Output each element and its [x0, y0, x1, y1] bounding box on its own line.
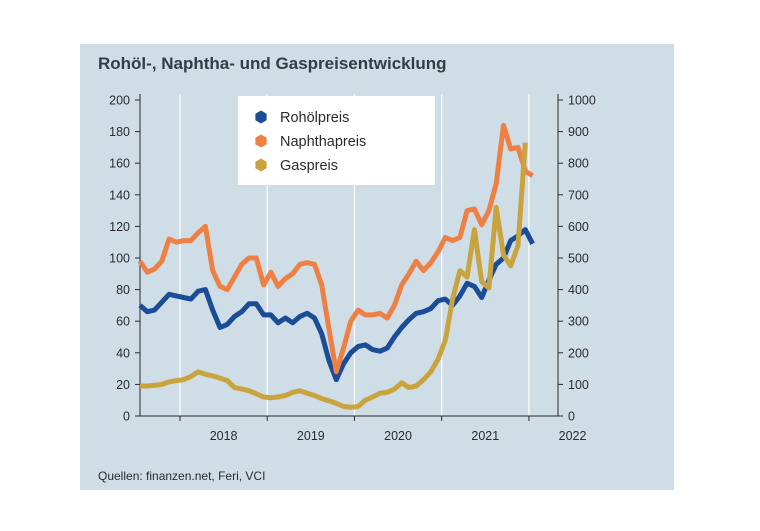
x-tick-label: 2018 — [210, 429, 238, 443]
right-tick-label: 900 — [568, 125, 589, 139]
right-tick-label: 500 — [568, 252, 589, 266]
series-line-rohölpreis — [138, 227, 535, 383]
left-tick-label: 20 — [116, 378, 130, 392]
right-tick-label: 100 — [568, 378, 589, 392]
legend-marker-gaspreis — [255, 158, 267, 172]
axes: 0 20 40 60 80 100 120 140 160 180 200 0 100 200 300 400… — [109, 94, 596, 444]
legend: Rohölpreis Naphthapreis Gaspreis — [238, 96, 435, 185]
right-tick-label: 200 — [568, 346, 589, 360]
left-tick-label: 60 — [116, 315, 130, 329]
legend-marker-naphthapreis — [255, 134, 267, 148]
left-tick-label: 120 — [109, 220, 130, 234]
legend-label-gaspreis: Gaspreis — [280, 158, 338, 174]
left-tick-label: 80 — [116, 283, 130, 297]
left-tick-label: 140 — [109, 188, 130, 202]
right-tick-label: 600 — [568, 220, 589, 234]
legend-box — [238, 96, 435, 185]
left-tick-label: 180 — [109, 125, 130, 139]
right-tick-label: 300 — [568, 315, 589, 329]
right-tick-label: 800 — [568, 157, 589, 171]
left-tick-label: 200 — [109, 94, 130, 108]
left-tick-label: 40 — [116, 346, 130, 360]
right-tick-label: 400 — [568, 283, 589, 297]
source-note: Quellen: finanzen.net, Feri, VCI — [98, 469, 265, 483]
legend-label-rohölpreis: Rohölpreis — [280, 110, 349, 126]
left-tick-label: 160 — [109, 157, 130, 171]
x-tick-label: 2019 — [297, 429, 325, 443]
legend-label-naphthapreis: Naphthapreis — [280, 134, 366, 150]
x-tick-label: 2022 — [559, 429, 587, 443]
x-tick-label: 2020 — [384, 429, 412, 443]
series-line-naphthapreis — [137, 122, 534, 375]
chart-panel: Rohöl-, Naphtha- und Gaspreisentwicklung… — [80, 44, 674, 490]
chart-title: Rohöl-, Naphtha- und Gaspreisentwicklung — [98, 54, 447, 73]
right-tick-label: 700 — [568, 188, 589, 202]
right-tick-label: 1000 — [568, 94, 596, 108]
line-chart: Rohöl-, Naphtha- und Gaspreisentwicklung… — [98, 54, 596, 483]
series-line-gaspreis — [140, 142, 528, 410]
legend-marker-rohölpreis — [255, 110, 267, 124]
left-tick-label: 100 — [109, 252, 130, 266]
right-tick-label: 0 — [568, 410, 575, 424]
left-tick-label: 0 — [123, 410, 130, 424]
series-lines — [137, 122, 535, 410]
x-tick-label: 2021 — [471, 429, 499, 443]
